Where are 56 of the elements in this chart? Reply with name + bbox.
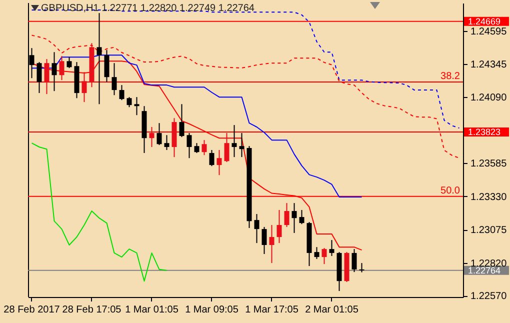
candlestick (52, 52, 57, 92)
candlestick (224, 132, 230, 163)
chart-title: GBPUSD,H1 1.22771 1.22820 1.22749 1.22764 (41, 3, 255, 14)
candlestick (284, 202, 290, 228)
candlestick (134, 96, 140, 116)
x-tick-label: 1 Mar 09:05 (185, 304, 239, 316)
ref-line-label: 1.24669 (468, 16, 501, 26)
candlestick (194, 142, 200, 154)
candlestick (299, 209, 304, 225)
candlestick (322, 248, 327, 265)
candlestick (254, 214, 260, 244)
candlestick (96, 12, 102, 105)
candlestick (276, 209, 282, 244)
x-tick-label: 1 Mar 17:05 (245, 304, 299, 316)
y-tick-label: 1.24090 (470, 92, 508, 104)
candlestick (149, 126, 154, 148)
line-series (31, 34, 460, 159)
candlestick (202, 140, 207, 156)
candlestick (262, 226, 267, 255)
candlestick (126, 96, 132, 108)
candlestick (292, 202, 297, 234)
candlestick (36, 62, 42, 94)
candlestick (232, 124, 237, 158)
candlestick (209, 150, 214, 167)
y-tick-label: 1.23330 (470, 192, 508, 203)
candlestick (59, 56, 64, 81)
annotation: 50.0 (440, 185, 460, 196)
candlestick (216, 150, 222, 176)
candlestick (112, 62, 117, 96)
candlestick (186, 132, 192, 159)
y-tick-label: 1.24595 (470, 26, 508, 38)
y-tick-label: 1.24345 (470, 59, 508, 70)
ref-line-label: 1.23823 (468, 126, 501, 137)
y-tick-label: 1.22570 (470, 291, 508, 302)
candlestick (352, 248, 357, 273)
candlestick (164, 134, 170, 150)
candlestick (314, 246, 320, 260)
candlestick (239, 132, 244, 158)
x-tick-label: 2 Mar 01:05 (305, 304, 359, 316)
candlestick (269, 224, 274, 264)
x-tick-label: 28 Feb 17:05 (62, 304, 122, 316)
y-tick-label: 1.23075 (470, 225, 508, 236)
candlestick (82, 72, 87, 103)
line-series (31, 142, 168, 282)
y-tick-label: 1.23585 (470, 158, 508, 170)
x-tick-label: 1 Mar 01:05 (125, 304, 179, 316)
candlestick (104, 50, 110, 83)
candlestick (329, 240, 334, 256)
candlestick (44, 58, 50, 95)
annotation: 38.2 (440, 71, 460, 82)
candlestick (359, 262, 364, 273)
candlestick (179, 104, 184, 138)
candlestick (156, 122, 162, 146)
x-tick-label: 28 Feb 2017 (4, 304, 60, 316)
candlestick (119, 84, 124, 101)
candlestick (66, 56, 72, 69)
